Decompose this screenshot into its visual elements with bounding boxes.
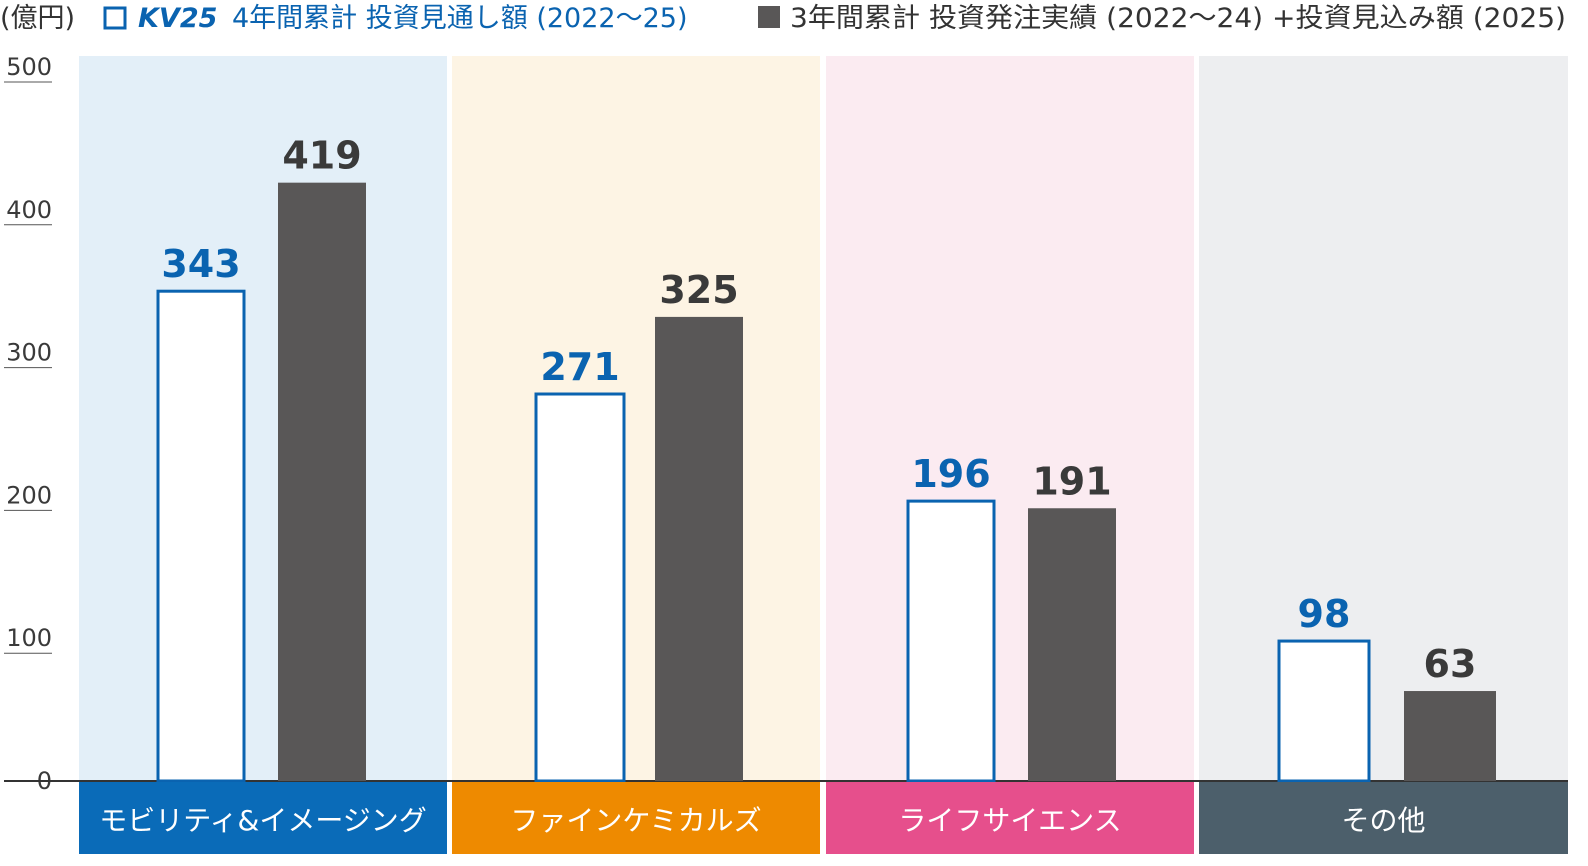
y-tick-label: 400 xyxy=(6,196,52,224)
y-tick-label: 200 xyxy=(6,481,52,509)
svg-text:KV25 4年間累計 投資見通し額 (2022～: KV25 4年間累計 投資見通し額 (2022～25) xyxy=(138,3,687,34)
legend-label-outline: 4年間累計 投資見通し額 (2022～25) xyxy=(232,3,687,34)
bar-filled xyxy=(655,316,743,781)
data-label-filled: 325 xyxy=(659,268,738,312)
category-label-box xyxy=(79,782,447,854)
data-label-outline: 196 xyxy=(911,452,990,496)
category-label: ライフサイエンス xyxy=(898,804,1121,837)
category-label: その他 xyxy=(1341,804,1425,837)
bar-filled xyxy=(278,182,366,782)
category-label-box xyxy=(826,782,1194,854)
data-label-filled: 419 xyxy=(282,134,361,178)
bar-filled xyxy=(1028,508,1116,781)
category-panels xyxy=(79,56,1568,781)
legend-label-filled: 3年間累計 投資発注実績 (2022～24) +投資見込み額 (2025) xyxy=(790,3,1566,34)
bar-filled xyxy=(1404,691,1496,781)
category-label-box xyxy=(452,782,820,854)
category-labels: モビリティ&イメージング ファインケミカルズ ライフサイエンス その他 xyxy=(79,782,1568,854)
category-panel xyxy=(79,56,447,781)
unit-label: (億円) xyxy=(0,3,75,34)
category-panel xyxy=(452,56,820,781)
legend-brand: KV25 xyxy=(138,3,217,34)
data-label-outline: 98 xyxy=(1298,592,1351,636)
category-label: モビリティ&イメージング xyxy=(99,804,427,837)
category-label: ファインケミカルズ xyxy=(510,804,761,837)
legend: (億円) KV25 4年間累計 投資見通し額 (2022～25) 3年間累計 投… xyxy=(0,3,1566,34)
category-panel xyxy=(826,56,1194,781)
data-label-filled: 63 xyxy=(1424,642,1477,686)
bars: 343 271 196 98 419 325 191 63 xyxy=(156,134,1496,783)
data-label-outline: 343 xyxy=(161,242,240,286)
y-tick-label: 100 xyxy=(6,624,52,652)
y-tick-label: 500 xyxy=(6,53,52,81)
legend-swatch-filled xyxy=(758,6,780,28)
bar-outline xyxy=(1277,639,1371,783)
category-panel xyxy=(1199,56,1568,781)
data-label-outline: 271 xyxy=(540,345,619,389)
legend-swatch-outline xyxy=(103,6,127,30)
bar-outline xyxy=(156,289,246,783)
category-label-box xyxy=(1199,782,1568,854)
y-tick-label: 300 xyxy=(6,339,52,367)
bar-outline xyxy=(534,392,626,783)
data-label-filled: 191 xyxy=(1032,459,1111,503)
bar-outline xyxy=(906,499,996,783)
